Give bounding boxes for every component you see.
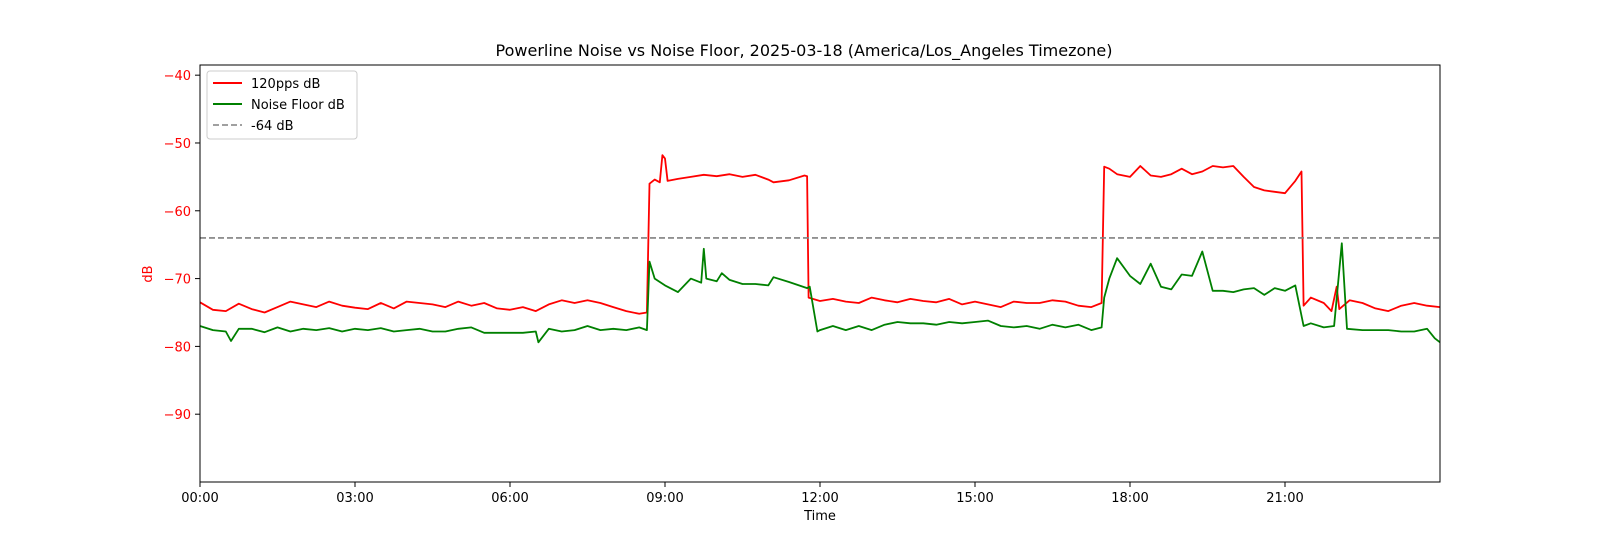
legend-label-120pps: 120pps dB (251, 77, 320, 92)
x-tick-label: 06:00 (491, 491, 528, 506)
y-tick-label: −60 (164, 205, 191, 220)
series-line-0 (199, 154, 1441, 315)
series-line-1 (199, 242, 1441, 344)
x-tick-label: 09:00 (646, 491, 683, 506)
legend-label-noise-floor: Noise Floor dB (251, 98, 345, 113)
x-tick-label: 18:00 (1111, 491, 1148, 506)
y-tick-label: −90 (164, 408, 191, 423)
legend-label-threshold: -64 dB (251, 119, 294, 134)
chart-title: Powerline Noise vs Noise Floor, 2025-03-… (496, 41, 1113, 61)
x-axis: 00:00 03:00 06:00 09:00 12:00 15:00 18:00 21:00 (181, 482, 1304, 506)
legend: 120pps dB Noise Floor dB -64 dB (206, 70, 358, 140)
y-tick-label: −40 (164, 69, 191, 84)
y-tick-label: −80 (164, 340, 191, 355)
legend-box (206, 70, 358, 140)
x-tick-label: 15:00 (956, 491, 993, 506)
plot-area (200, 65, 1440, 482)
series-layer (199, 154, 1441, 344)
y-tick-label: −50 (164, 137, 191, 152)
y-axis: −40 −50 −60 −70 −80 −90 (164, 69, 200, 423)
x-tick-label: 12:00 (801, 491, 838, 506)
y-tick-label: −70 (164, 273, 191, 288)
x-tick-label: 03:00 (336, 491, 373, 506)
y-axis-label: dB (141, 265, 156, 282)
x-tick-label: 00:00 (181, 491, 218, 506)
x-axis-label: Time (803, 509, 836, 524)
x-tick-label: 21:00 (1266, 491, 1303, 506)
